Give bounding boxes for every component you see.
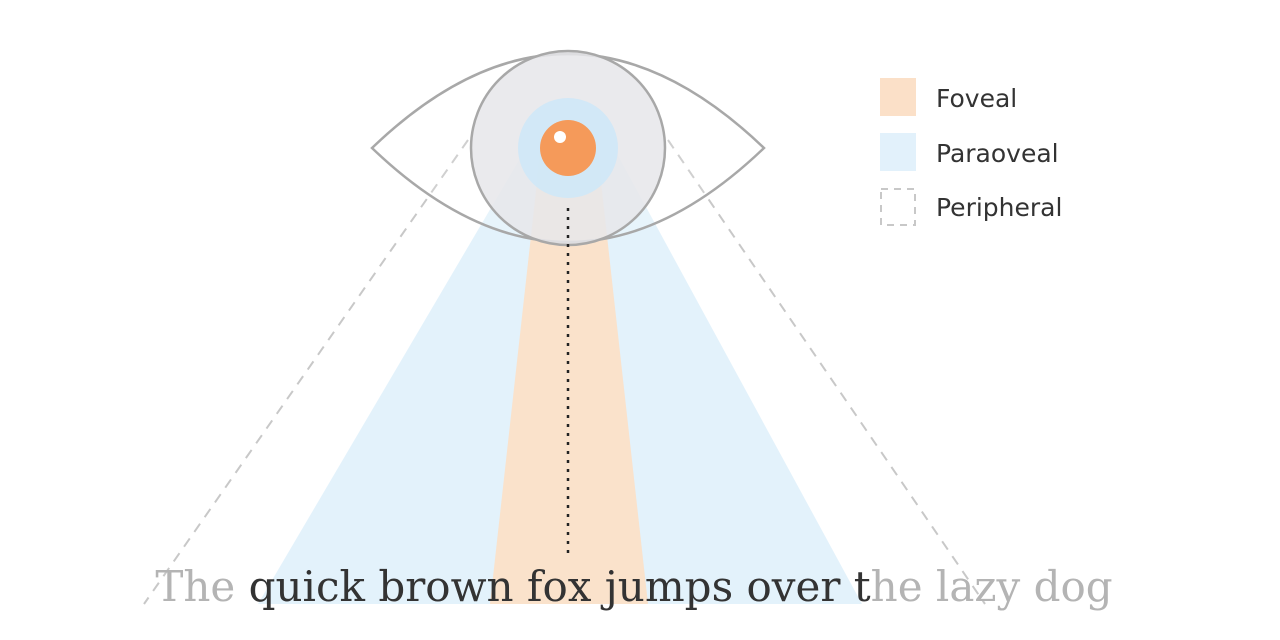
pupil-icon (540, 120, 596, 176)
sample-sentence: The quick brown fox jumps over the lazy … (155, 562, 1112, 611)
pupil-highlight (554, 131, 566, 143)
legend-label-parafoveal: Paraoveal (936, 139, 1059, 168)
sentence-peripheral-right: he lazy dog (871, 562, 1113, 611)
legend-label-foveal: Foveal (936, 84, 1017, 113)
legend-swatch-foveal (880, 78, 916, 116)
peripheral-boundary-right (667, 139, 986, 605)
sentence-peripheral-left: The (155, 562, 248, 611)
legend-label-peripheral: Peripheral (936, 193, 1062, 222)
legend-swatch-parafoveal (880, 133, 916, 171)
sentence-parafoveal: quick brown fox jumps over t (249, 562, 871, 611)
peripheral-boundary-left (143, 139, 469, 605)
legend: Foveal Paraoveal Peripheral (880, 78, 1062, 226)
eye-icon (370, 49, 766, 247)
legend-swatch-peripheral (880, 188, 916, 226)
